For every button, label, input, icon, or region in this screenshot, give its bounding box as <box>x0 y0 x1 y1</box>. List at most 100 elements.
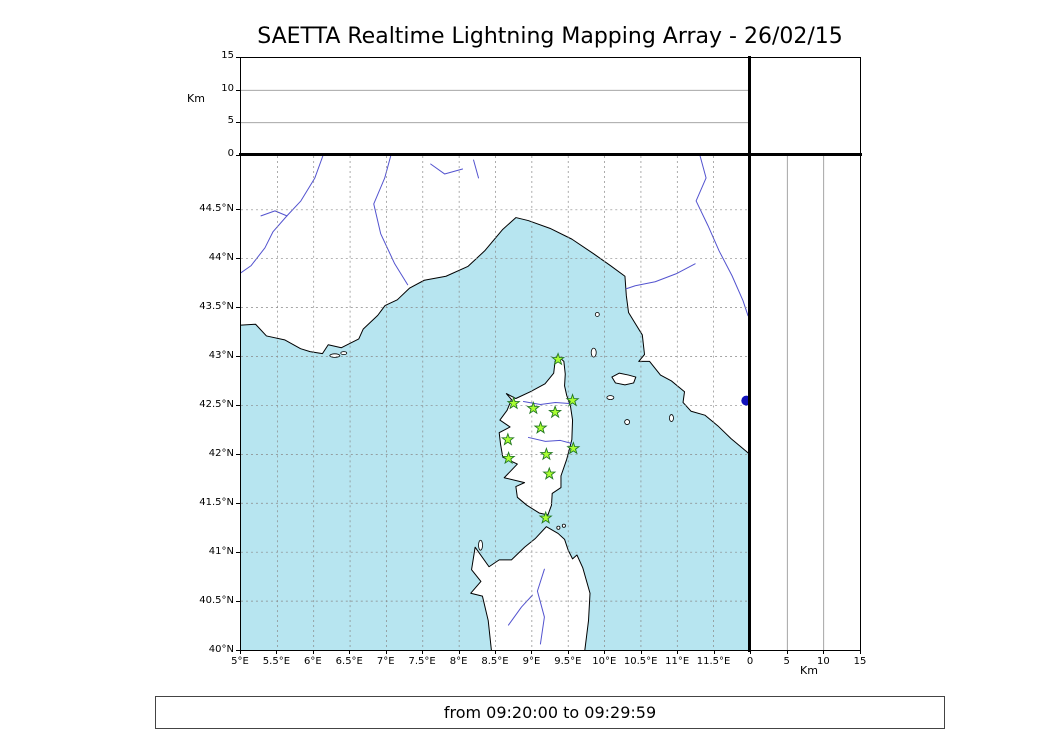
altitude-axis-label-top: Km <box>187 92 205 105</box>
tick-mark <box>860 650 861 654</box>
lma-station-marker <box>501 450 516 465</box>
islet-montecristo <box>624 419 631 425</box>
time-window-text: from 09:20:00 to 09:29:59 <box>443 703 657 722</box>
lat-tick-label: 44.5°N <box>199 202 234 214</box>
tick-mark <box>236 89 240 91</box>
lon-tick-label: 7°E <box>376 656 395 667</box>
lon-tick-label: 5.5°E <box>262 656 291 667</box>
altitude-tick-label-top: 15 <box>221 50 234 61</box>
tick-mark <box>236 453 240 455</box>
altitude-tick-label-right: 15 <box>853 656 867 667</box>
tick-mark <box>823 650 825 654</box>
altitude-tick-label-top: 5 <box>227 115 234 127</box>
lat-tick-label: 40.5°N <box>199 594 234 606</box>
lma-station-marker <box>526 401 541 415</box>
river <box>625 263 696 290</box>
river <box>522 401 570 405</box>
corner-panel <box>750 57 861 156</box>
lat-tick-label: 40°N <box>208 644 234 655</box>
lma-station-marker <box>565 393 580 407</box>
altitude-tick-label-right: 0 <box>746 656 754 667</box>
rivers-layer <box>241 156 749 645</box>
lma-station-marker <box>566 441 581 455</box>
tick-mark <box>640 650 642 654</box>
lat-tick-label: 41°N <box>208 545 234 557</box>
islet-pianosa <box>606 395 615 401</box>
lon-tick-label: 8.5°E <box>481 656 509 667</box>
lon-tick-label: 7.5°E <box>408 656 436 667</box>
lon-tick-label: 11°E <box>665 656 690 667</box>
river <box>695 156 749 317</box>
stations-layer <box>500 352 581 524</box>
tick-mark <box>236 551 240 553</box>
lon-tick-label: 6°E <box>304 656 322 667</box>
tick-mark <box>567 650 569 654</box>
altitude-latitude-plot <box>786 156 825 650</box>
tick-mark <box>276 650 278 654</box>
islet-hyeres-2 <box>340 351 348 355</box>
tick-mark <box>236 306 240 308</box>
tick-mark <box>236 355 240 357</box>
lat-tick-label: 43°N <box>208 349 234 361</box>
lon-tick-label: 10°E <box>592 656 617 667</box>
altitude-tick-label-top: 0 <box>227 148 234 159</box>
lma-station-marker <box>506 396 521 410</box>
lma-station-marker <box>538 510 553 524</box>
tick-mark <box>713 650 715 654</box>
islet-asinara <box>478 539 483 551</box>
tick-mark <box>677 650 679 654</box>
land-layer <box>241 156 750 650</box>
map-panel <box>240 155 751 651</box>
lma-station-marker <box>542 466 557 480</box>
lon-tick-label: 10.5°E <box>623 656 658 667</box>
tick-mark <box>385 650 387 654</box>
tick-mark <box>236 502 240 504</box>
river <box>430 163 464 175</box>
lma-station-marker <box>548 404 563 419</box>
tick-mark <box>236 57 240 58</box>
lat-tick-label: 42.5°N <box>199 398 234 410</box>
tick-mark <box>236 155 240 156</box>
lake-bolsena <box>741 395 750 406</box>
altitude-axis-label-right: Km <box>800 664 818 677</box>
lat-tick-label: 44°N <box>208 251 234 263</box>
island-elba <box>611 372 637 386</box>
altitude-longitude-plot <box>241 89 750 124</box>
lat-tick-label: 41.5°N <box>199 496 234 508</box>
lma-station-marker <box>533 420 548 434</box>
vertical-panel-divider <box>748 56 751 652</box>
altitude-longitude-panel <box>240 57 751 156</box>
altitude-tick-label-top: 10 <box>221 82 234 94</box>
river <box>527 436 572 444</box>
tick-mark <box>750 650 751 654</box>
altitude-tick-label-right: 10 <box>816 656 830 667</box>
islet-giglio <box>669 414 674 422</box>
map-plot <box>241 156 750 650</box>
tick-mark <box>240 650 241 654</box>
lon-tick-label: 5°E <box>231 656 249 667</box>
map-grid-layer <box>241 156 750 650</box>
river <box>373 156 409 286</box>
islet-maddalena-2 <box>561 523 566 528</box>
island-corsica <box>498 354 574 516</box>
tick-mark <box>236 600 240 602</box>
tick-mark <box>236 208 240 210</box>
lat-tick-label: 43.5°N <box>199 300 234 312</box>
islet-capraia <box>590 347 597 358</box>
altitude-latitude-panel <box>750 155 861 651</box>
lon-tick-label: 8°E <box>449 656 468 667</box>
tick-mark <box>531 650 533 654</box>
river <box>536 568 545 645</box>
tick-mark <box>236 404 240 406</box>
tick-mark <box>422 650 424 654</box>
islet-maddalena-1 <box>556 525 561 530</box>
lon-tick-label: 9.5°E <box>554 656 582 667</box>
tick-mark <box>604 650 606 654</box>
lat-tick-label: 42°N <box>208 447 234 459</box>
tick-mark <box>458 650 460 654</box>
lma-station-marker <box>551 352 566 366</box>
river <box>473 159 480 179</box>
lon-tick-label: 9°E <box>522 656 541 667</box>
islet-gorgona <box>594 312 600 317</box>
